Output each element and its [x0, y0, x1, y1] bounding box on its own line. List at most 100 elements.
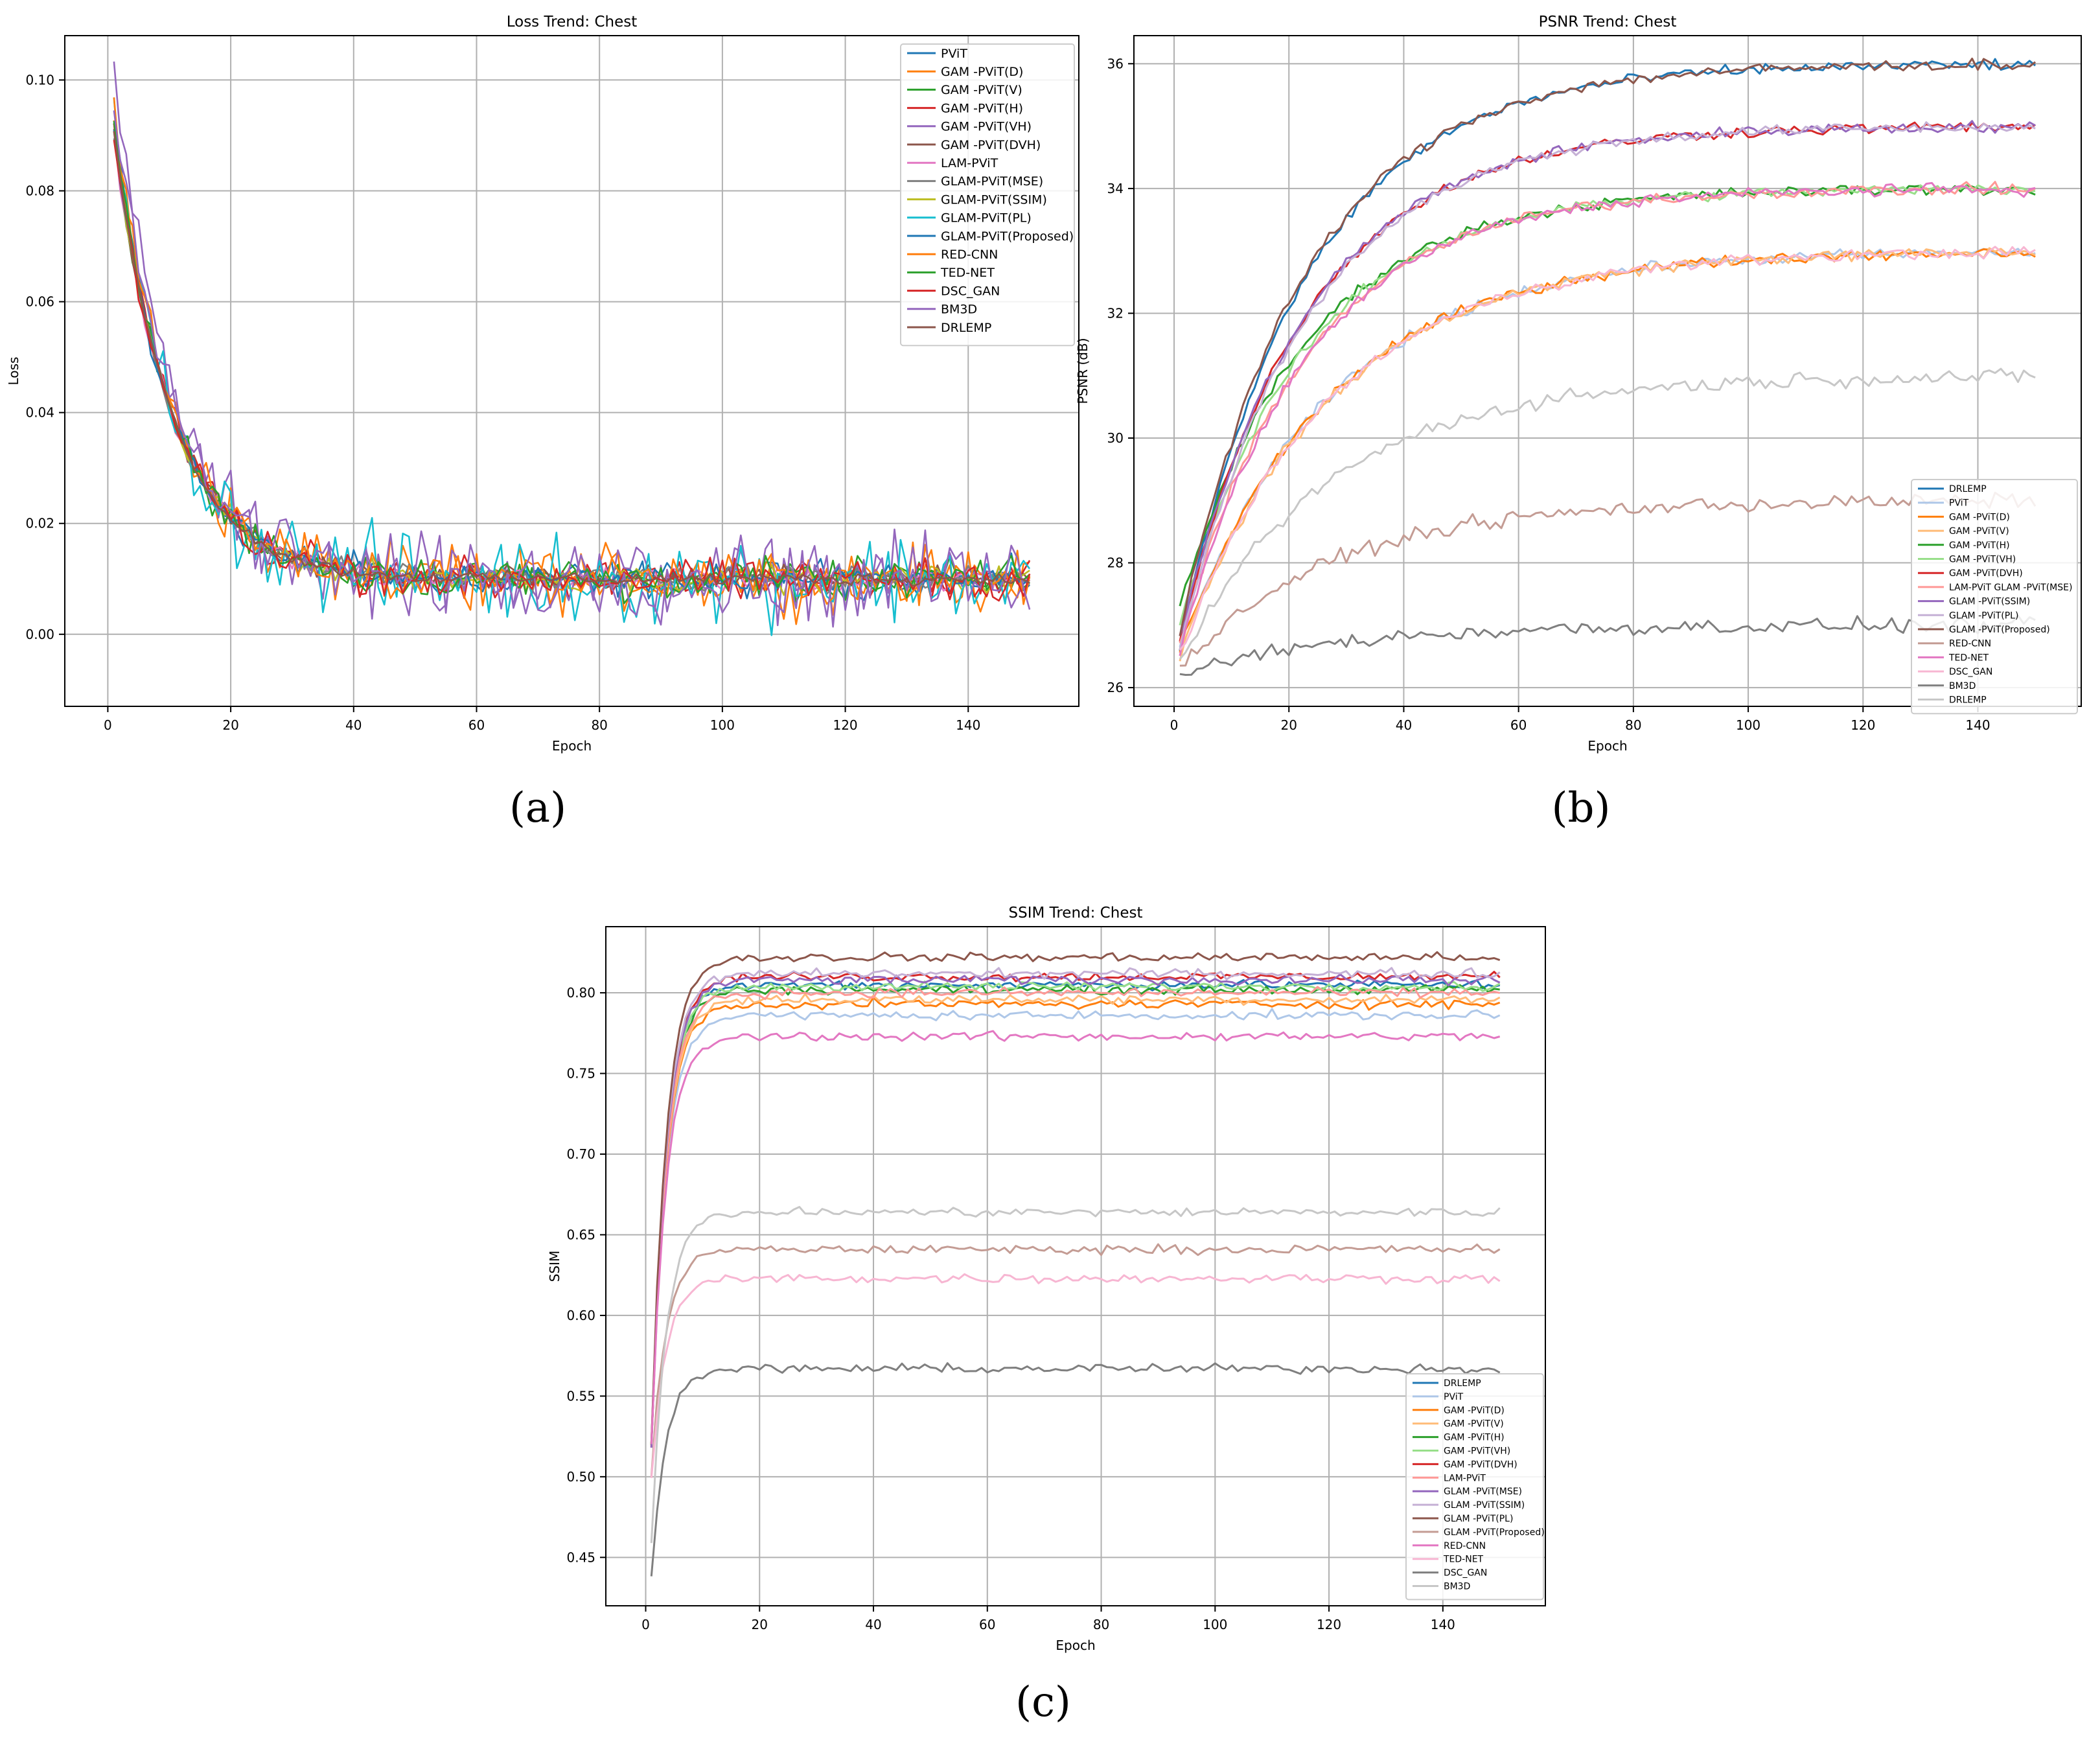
series-line	[650, 1243, 1501, 1477]
y-tick-label: 0.45	[566, 1549, 595, 1565]
y-tick-label: 0.06	[25, 294, 54, 310]
y-tick-label: 0.04	[25, 405, 54, 421]
legend-label: LAM-PViT GLAM -PViT(MSE)	[1949, 583, 2072, 593]
legend-label: GAM -PViT(VH)	[941, 120, 1032, 134]
series-group	[1179, 58, 2037, 676]
axes-frame	[605, 926, 1546, 1606]
x-tick-label: 60	[468, 717, 485, 733]
y-tick-label: 0.02	[25, 516, 54, 531]
chart-3: 0 20 40 60 80 100 120 140 0.45 0.50 0.55 0.60 0.65 0.…	[547, 905, 1546, 1653]
legend-label: PViT	[941, 47, 967, 61]
x-tick-label: 80	[1093, 1617, 1109, 1632]
legend-label: GLAM -PViT(Proposed)	[1444, 1527, 1545, 1538]
legend-label: GAM -PViT(D)	[941, 65, 1023, 79]
series-line	[650, 997, 1501, 1446]
series-line	[113, 130, 1030, 593]
y-tick-label: 0.00	[25, 627, 54, 642]
x-tick-label: 100	[1203, 1617, 1227, 1632]
series-line	[1179, 184, 2036, 626]
y-tick-label: 0.08	[25, 183, 54, 199]
x-tick-label: 120	[1851, 717, 1875, 733]
legend-box	[1405, 1373, 1544, 1601]
legend-label: RED-CNN	[1949, 639, 1991, 649]
legend-label: GAM -PViT(V)	[941, 83, 1022, 97]
legend-label: RED-CNN	[941, 248, 998, 262]
x-tick-label: 20	[222, 717, 238, 733]
legend-label: GAM -PViT(DVH)	[941, 138, 1041, 152]
series-line	[1179, 491, 2037, 667]
y-tick-label: 0.70	[566, 1146, 595, 1162]
legend-label: GAM -PViT(V)	[1444, 1419, 1504, 1430]
series-line	[1179, 247, 2036, 662]
y-tick-label: 0.55	[566, 1388, 595, 1404]
series-line	[650, 993, 1501, 1445]
legend-label: PViT	[1949, 498, 1969, 509]
legend-label: GAM -PViT(VH)	[1949, 555, 2016, 565]
series-line	[1179, 121, 2036, 650]
panel-label-c: (c)	[1015, 1678, 1071, 1726]
y-tick-label: 26	[1107, 680, 1124, 695]
series-line	[1179, 58, 2037, 636]
legend-label: GLAM -PViT(SSIM)	[1949, 597, 2030, 607]
chart-title: PSNR Trend: Chest	[1539, 14, 1677, 30]
series-line	[1179, 120, 2036, 636]
panel-label-b: (b)	[1551, 784, 1611, 832]
x-tick-label: 140	[956, 717, 980, 733]
series-line	[650, 986, 1501, 1443]
series-line	[113, 131, 1030, 593]
chart-title: SSIM Trend: Chest	[1009, 905, 1143, 921]
legend: DRLEMP PViT GAM -PViT(D) GAM -PViT(V) GAM -P…	[1405, 1373, 1545, 1601]
series-line	[1179, 181, 2036, 644]
legend-label: GLAM -PViT(Proposed)	[1949, 625, 2050, 635]
x-tick-label: 20	[1281, 717, 1297, 733]
y-tick-label: 0.10	[25, 72, 54, 87]
y-tick-label: 34	[1107, 181, 1124, 196]
x-tick-label: 100	[710, 717, 735, 733]
axes-frame	[1133, 35, 2082, 707]
legend-label: GLAM -PViT(MSE)	[1444, 1487, 1522, 1497]
series-line	[1179, 248, 2036, 653]
legend-label: GAM -PViT(D)	[1444, 1406, 1505, 1416]
series-line	[1179, 181, 2036, 656]
series-line	[650, 1206, 1501, 1544]
legend-label: GAM -PViT(V)	[1949, 526, 2009, 537]
x-tick-label: 80	[591, 717, 607, 733]
series-group	[113, 61, 1031, 636]
chart-2: 0 20 40 60 80 100 120 140 26 28 30 32 34 36 PSNR Trend…	[1075, 14, 2082, 754]
legend-label: PViT	[1444, 1392, 1464, 1402]
axes-frame	[64, 35, 1079, 707]
y-axis-label: PSNR (dB)	[1075, 338, 1090, 404]
chart-title: Loss Trend: Chest	[507, 14, 638, 30]
x-tick-label: 0	[641, 1617, 650, 1632]
y-tick-label: 36	[1107, 56, 1124, 71]
x-axis-label: Epoch	[552, 738, 592, 754]
legend-label: DRLEMP	[1444, 1378, 1481, 1389]
y-axis-label: Loss	[6, 357, 21, 386]
x-tick-label: 40	[345, 717, 362, 733]
legend-label: TED-NET	[1443, 1555, 1484, 1565]
legend-label: GAM -PViT(H)	[1444, 1433, 1505, 1443]
series-line	[650, 979, 1501, 1445]
y-tick-label: 0.60	[566, 1308, 595, 1323]
legend-label: GLAM-PViT(SSIM)	[941, 192, 1047, 207]
y-tick-label: 30	[1107, 430, 1124, 446]
legend-box	[900, 43, 1075, 347]
x-tick-label: 80	[1625, 717, 1641, 733]
legend-label: GAM -PViT(H)	[941, 101, 1023, 115]
series-line	[650, 973, 1501, 1448]
legend-box	[1911, 479, 2078, 715]
legend: DRLEMP PViT GAM -PViT(D) GAM -PViT(V) GAM -P…	[1911, 479, 2078, 715]
x-tick-label: 20	[752, 1617, 768, 1632]
y-tick-label: 0.75	[566, 1066, 595, 1082]
series-line	[650, 967, 1501, 1443]
series-line	[650, 1273, 1501, 1478]
legend-label: BM3D	[1949, 681, 1976, 691]
x-tick-label: 0	[1170, 717, 1179, 733]
chart-1: 0 20 40 60 80 100 120 140 0.00 0.02 0.04 0.06 0.08 0.…	[6, 14, 1079, 754]
series-group	[650, 951, 1501, 1577]
legend-label: DSC_GAN	[1949, 667, 1992, 677]
legend-label: GAM -PViT(VH)	[1444, 1446, 1510, 1457]
y-tick-label: 0.65	[566, 1227, 595, 1242]
series-line	[650, 951, 1501, 1444]
